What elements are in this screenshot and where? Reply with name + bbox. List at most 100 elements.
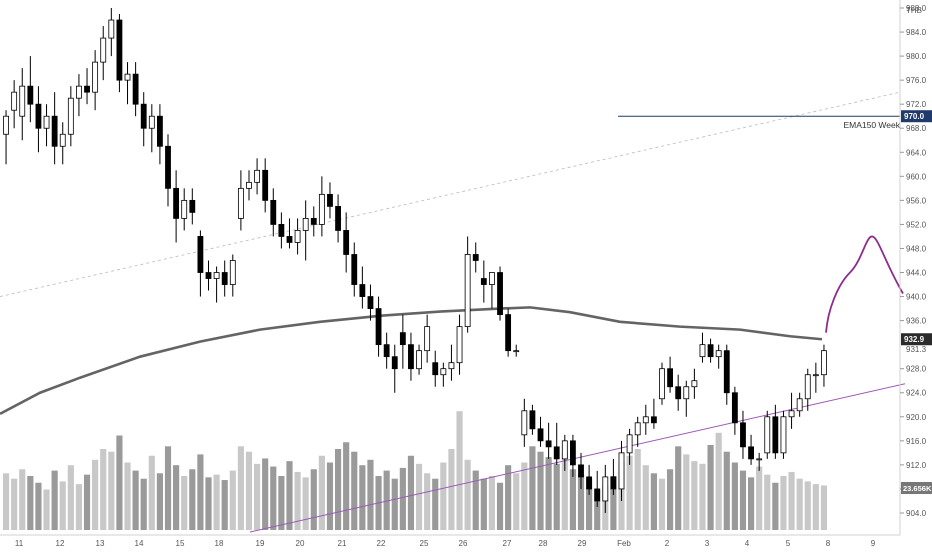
candle-body[interactable] — [788, 410, 795, 418]
candle-body[interactable] — [756, 458, 763, 461]
candle-body[interactable] — [408, 344, 414, 370]
candle-body[interactable] — [497, 272, 503, 315]
candle-body[interactable] — [821, 350, 827, 376]
candle-body[interactable] — [205, 272, 212, 279]
candle-body[interactable] — [221, 272, 228, 285]
candle-body[interactable] — [165, 145, 171, 189]
candle-body[interactable] — [286, 236, 293, 243]
candle-body[interactable] — [691, 380, 698, 388]
candle-body[interactable] — [545, 440, 552, 448]
candle-body[interactable] — [772, 416, 779, 454]
candle-body[interactable] — [667, 368, 673, 388]
candle-body[interactable] — [294, 230, 301, 243]
candle-body[interactable] — [35, 103, 42, 129]
candle-body[interactable] — [537, 428, 544, 442]
candle-body[interactable] — [100, 37, 107, 63]
candle-body[interactable] — [270, 199, 277, 225]
candle-body[interactable] — [424, 326, 431, 352]
candle-body[interactable] — [343, 230, 350, 255]
candle-body[interactable] — [513, 350, 520, 353]
candle-body[interactable] — [278, 224, 285, 237]
candle-body[interactable] — [675, 386, 682, 400]
candle-body[interactable] — [626, 434, 633, 454]
candle-body[interactable] — [197, 236, 204, 273]
candle-body[interactable] — [92, 61, 99, 93]
candle-body[interactable] — [464, 254, 471, 328]
candle-body[interactable] — [553, 446, 560, 460]
candle-body[interactable] — [318, 193, 325, 225]
candle-body[interactable] — [715, 350, 722, 358]
candle-body[interactable] — [707, 344, 714, 358]
candle-body[interactable] — [11, 91, 18, 111]
candle-body[interactable] — [578, 464, 584, 478]
candle-body[interactable] — [650, 416, 657, 424]
candle-body[interactable] — [67, 97, 74, 135]
candle-body[interactable] — [375, 308, 382, 346]
candle-body[interactable] — [480, 278, 487, 285]
candle-body[interactable] — [432, 362, 439, 376]
candle-body[interactable] — [602, 476, 609, 502]
candle-body[interactable] — [3, 115, 9, 135]
candle-body[interactable] — [148, 115, 155, 129]
candle-body[interactable] — [59, 133, 66, 147]
candle-body[interactable] — [213, 272, 220, 279]
candle-body[interactable] — [618, 452, 625, 490]
candle-body[interactable] — [173, 187, 180, 219]
candle-body[interactable] — [229, 260, 236, 285]
candle-body[interactable] — [254, 169, 260, 183]
candle-body[interactable] — [731, 392, 738, 424]
candle-body[interactable] — [124, 73, 131, 81]
candle-body[interactable] — [570, 440, 576, 466]
candle-body[interactable] — [748, 446, 754, 460]
candle-body[interactable] — [521, 410, 528, 436]
candle-body[interactable] — [189, 199, 196, 213]
candle-body[interactable] — [383, 344, 390, 358]
candle-body[interactable] — [391, 356, 398, 370]
candle-body[interactable] — [804, 374, 811, 400]
candle-body[interactable] — [764, 416, 771, 454]
candle-body[interactable] — [505, 314, 512, 352]
candle-body[interactable] — [108, 19, 115, 39]
candle-body[interactable] — [181, 199, 188, 219]
candle-body[interactable] — [634, 422, 641, 436]
candle-body[interactable] — [489, 272, 495, 285]
candle-body[interactable] — [642, 416, 649, 424]
candle-body[interactable] — [157, 115, 163, 147]
candle-body[interactable] — [19, 85, 26, 117]
candle-body[interactable] — [610, 476, 617, 490]
candle-body[interactable] — [262, 169, 269, 201]
candle-body[interactable] — [723, 350, 730, 394]
candle-body[interactable] — [132, 73, 139, 105]
candle-body[interactable] — [335, 205, 341, 231]
candle-body[interactable] — [367, 296, 374, 309]
candle-body[interactable] — [399, 332, 406, 346]
candle-body[interactable] — [246, 181, 252, 189]
candle-body[interactable] — [780, 416, 787, 454]
candle-body[interactable] — [456, 326, 463, 364]
candle-body[interactable] — [327, 193, 333, 207]
candle-body[interactable] — [351, 254, 358, 285]
candle-body[interactable] — [561, 440, 568, 460]
candle-body[interactable] — [683, 386, 690, 400]
candle-body[interactable] — [659, 368, 665, 400]
candle-body[interactable] — [27, 85, 34, 105]
candle-body[interactable] — [472, 254, 479, 261]
candle-body[interactable] — [51, 115, 58, 147]
candle-body[interactable] — [529, 410, 536, 430]
candle-body[interactable] — [116, 19, 123, 81]
candle-body[interactable] — [237, 187, 244, 219]
candle-body[interactable] — [440, 368, 447, 376]
candle-body[interactable] — [140, 103, 147, 129]
candle-body[interactable] — [310, 218, 317, 225]
candle-body[interactable] — [84, 85, 90, 93]
candle-body[interactable] — [359, 284, 366, 297]
candle-body[interactable] — [796, 398, 803, 412]
candle-body[interactable] — [699, 344, 706, 358]
candle-body[interactable] — [740, 422, 746, 448]
candle-body[interactable] — [812, 374, 819, 377]
candle-body[interactable] — [43, 115, 50, 129]
candle-body[interactable] — [594, 488, 601, 502]
candle-body[interactable] — [76, 85, 82, 99]
candle-body[interactable] — [302, 218, 309, 231]
